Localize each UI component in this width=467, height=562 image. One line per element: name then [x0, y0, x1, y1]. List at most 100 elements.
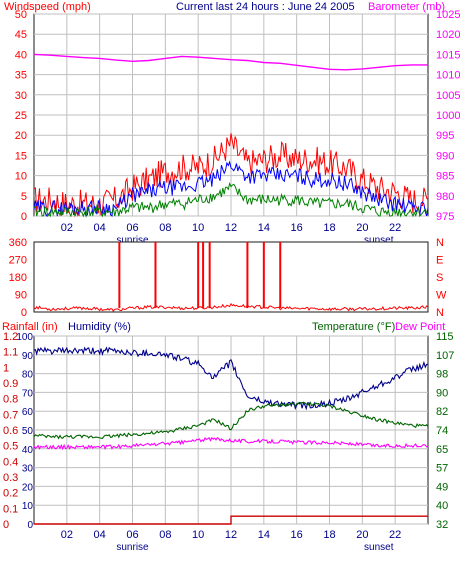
barometer-tick-label: 990 — [436, 150, 454, 162]
direction-tick-label: 90 — [15, 290, 27, 302]
rainfall-tick-label: 0.9 — [3, 378, 18, 390]
rainfall-tick-label: 0.3 — [3, 472, 18, 484]
temperature-tick-label: 107 — [436, 350, 454, 362]
rainfall-tick-label: 0.4 — [3, 456, 18, 468]
time-tick-label: 14 — [258, 222, 270, 234]
time-tick-label: 18 — [323, 222, 335, 234]
rainfall-axis-title: Rainfall (in) — [2, 321, 58, 333]
barometer-axis-title: Barometer (mb) — [368, 1, 445, 13]
temperature-tick-label: 40 — [436, 500, 448, 512]
sunset-label: sunset — [364, 542, 394, 553]
windspeed-tick-label: 20 — [15, 130, 27, 142]
time-tick-label: 08 — [159, 529, 171, 541]
time-tick-label: 22 — [389, 222, 401, 234]
time-tick-label: 12 — [225, 222, 237, 234]
direction-tick-label: 0 — [21, 307, 27, 319]
rainfall-line — [34, 515, 428, 525]
barometer-tick-label: 975 — [436, 211, 454, 223]
sunrise-label: sunrise — [116, 542, 149, 553]
humidity-tick-label: 80 — [22, 370, 34, 381]
barometer-tick-label: 995 — [436, 130, 454, 142]
humidity-temperature-panel: 0 10 20 30 40 50 60 70 80 90 100 0 0.1 0.2 0.3 0.4 0.5 0.… — [3, 331, 454, 553]
windspeed-tick-label: 15 — [15, 150, 27, 162]
windspeed-axis-title: Windspeed (mph) — [4, 1, 91, 13]
time-tick-label: 14 — [258, 529, 270, 541]
time-tick-label: 04 — [94, 222, 106, 234]
rainfall-tick-label: 0.7 — [3, 409, 18, 421]
rainfall-tick-label: 0.8 — [3, 394, 18, 406]
humidity-tick-label: 30 — [22, 464, 34, 475]
barometer-tick-label: 985 — [436, 171, 454, 183]
compass-label: E — [436, 255, 443, 267]
rainfall-tick-label: 1 — [3, 362, 9, 374]
wind-direction-line — [33, 302, 429, 313]
humidity-tick-label: 40 — [22, 445, 34, 456]
time-tick-label: 10 — [192, 222, 204, 234]
rainfall-tick-label: 1.2 — [3, 331, 18, 343]
time-tick-label: 06 — [126, 529, 138, 541]
dewpoint-line — [33, 436, 429, 451]
windspeed-tick-label: 0 — [21, 211, 27, 223]
temperature-tick-label: 82 — [436, 406, 448, 418]
temperature-tick-label: 115 — [436, 331, 454, 343]
time-tick-label: 08 — [159, 222, 171, 234]
windspeed-tick-label: 25 — [15, 110, 27, 122]
barometer-line — [33, 53, 428, 71]
wind-average-line — [33, 160, 429, 217]
time-tick-label: 16 — [291, 222, 303, 234]
temperature-tick-label: 65 — [436, 444, 448, 456]
humidity-tick-label: 50 — [22, 426, 34, 437]
sunset-label: sunset — [364, 235, 394, 246]
time-tick-label: 20 — [356, 529, 368, 541]
time-tick-label: 02 — [61, 222, 73, 234]
time-tick-label: 16 — [291, 529, 303, 541]
barometer-tick-label: 1005 — [436, 90, 460, 102]
time-tick-label: 10 — [192, 529, 204, 541]
time-tick-label: 06 — [126, 222, 138, 234]
barometer-tick-label: 980 — [436, 191, 454, 203]
time-tick-label: 04 — [94, 529, 106, 541]
humidity-tick-label: 0 — [27, 520, 33, 531]
direction-panel: 0 N 90 W 180 S 270 E 360 N — [9, 237, 447, 319]
humidity-tick-label: 90 — [22, 351, 34, 362]
humidity-tick-label: 60 — [22, 407, 34, 418]
humidity-tick-label: 100 — [16, 332, 33, 343]
humidity-tick-label: 70 — [22, 388, 34, 399]
compass-label: N — [436, 307, 444, 319]
barometer-tick-label: 1015 — [436, 49, 460, 61]
wind-panel: 0510152025303540455097598098599099510001… — [15, 9, 461, 246]
time-tick-label: 20 — [356, 222, 368, 234]
windspeed-tick-label: 40 — [15, 49, 27, 61]
humidity-line — [33, 346, 429, 411]
windspeed-tick-label: 10 — [15, 171, 27, 183]
windspeed-tick-label: 30 — [15, 90, 27, 102]
windspeed-tick-label: 5 — [21, 191, 27, 203]
rainfall-tick-label: 0.2 — [3, 488, 18, 500]
dewpoint-axis-title: Dew Point — [395, 321, 445, 333]
humidity-tick-label: 10 — [22, 501, 34, 512]
temperature-tick-label: 90 — [436, 387, 448, 399]
rainfall-tick-label: 0.5 — [3, 441, 18, 453]
temperature-tick-label: 98 — [436, 369, 448, 381]
temperature-tick-label: 49 — [436, 481, 448, 493]
wind-low-line — [33, 182, 429, 218]
temperature-tick-label: 32 — [436, 519, 448, 531]
rainfall-tick-label: 0 — [3, 519, 9, 531]
rainfall-tick-label: 1.1 — [3, 347, 18, 359]
direction-tick-label: 270 — [9, 255, 27, 267]
windspeed-tick-label: 45 — [15, 29, 27, 41]
chart-title: Current last 24 hours : June 24 2005 — [176, 1, 355, 13]
rainfall-tick-label: 0.1 — [3, 503, 18, 515]
humidity-tick-label: 20 — [22, 482, 34, 493]
rainfall-tick-label: 0.6 — [3, 425, 18, 437]
barometer-tick-label: 1025 — [436, 9, 460, 21]
compass-label: S — [436, 272, 443, 284]
windspeed-tick-label: 35 — [15, 70, 27, 82]
compass-label: W — [436, 290, 447, 302]
time-tick-label: 02 — [61, 529, 73, 541]
time-tick-label: 22 — [389, 529, 401, 541]
direction-tick-label: 360 — [9, 237, 27, 249]
direction-plot-area — [33, 241, 429, 313]
time-tick-label: 18 — [323, 529, 335, 541]
